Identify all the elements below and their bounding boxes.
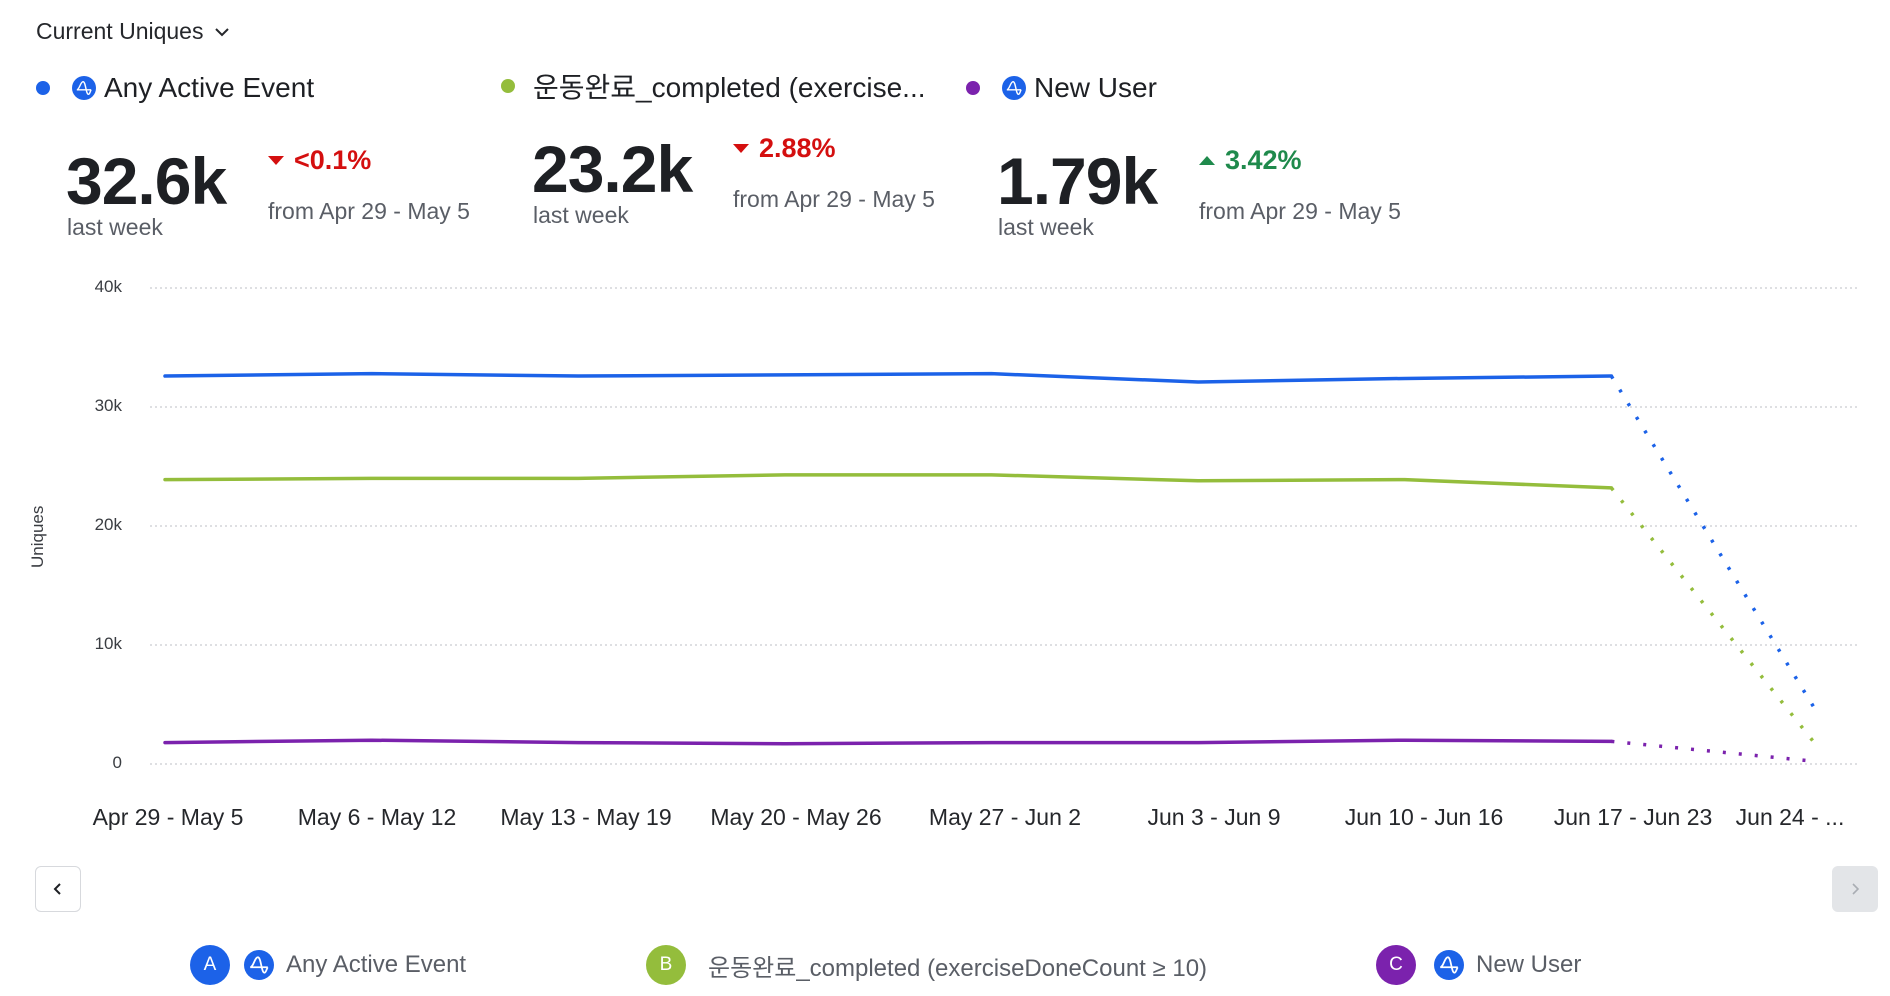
x-tick-label: Jun 3 - Jun 9 xyxy=(1147,804,1281,830)
amplitude-logo-icon xyxy=(72,76,96,100)
series-color-dot xyxy=(36,81,50,95)
series-letter-badge: B xyxy=(646,945,686,985)
delta-badge: <0.1% xyxy=(268,145,371,176)
series-value: 32.6k xyxy=(66,144,227,218)
data-point[interactable] xyxy=(366,368,378,380)
series-period: last week xyxy=(998,214,1094,240)
series-header-c: New User xyxy=(966,72,1157,104)
data-point[interactable] xyxy=(986,469,998,481)
chevron-down-icon xyxy=(215,27,230,36)
data-point[interactable] xyxy=(1192,475,1204,487)
data-point[interactable] xyxy=(1399,474,1411,486)
chevron-left-icon xyxy=(53,883,61,895)
legend-label: Any Active Event xyxy=(286,951,467,978)
data-point[interactable] xyxy=(1812,741,1824,753)
arrow-down-icon xyxy=(268,156,284,165)
chevron-right-icon xyxy=(1852,883,1860,895)
next-page-button[interactable] xyxy=(1832,866,1878,912)
data-point[interactable] xyxy=(159,474,171,486)
series-line-b[interactable] xyxy=(163,473,1614,490)
series-value: 1.79k xyxy=(997,144,1158,218)
series-value: 23.2k xyxy=(532,132,693,206)
compare-text: from Apr 29 - May 5 xyxy=(733,186,935,212)
legend-item-b[interactable]: B 운동완료_completed (exerciseDoneCount ≥ 10… xyxy=(646,945,1207,985)
x-tick-label: Jun 24 - ... xyxy=(1735,804,1845,830)
data-point[interactable] xyxy=(1399,372,1411,384)
data-point[interactable] xyxy=(572,370,584,382)
data-point[interactable] xyxy=(1605,735,1617,747)
previous-page-button[interactable] xyxy=(35,866,81,912)
series-letter-badge: C xyxy=(1376,945,1416,985)
delta-value: 2.88% xyxy=(759,133,836,163)
x-tick-label: Jun 17 - Jun 23 xyxy=(1553,804,1713,830)
y-axis-title: Uniques xyxy=(28,505,47,568)
x-tick-label: May 20 - May 26 xyxy=(710,804,882,830)
series-period: last week xyxy=(533,202,629,228)
x-tick-label: May 6 - May 12 xyxy=(297,804,457,830)
data-point[interactable] xyxy=(159,370,171,382)
delta-badge: 3.42% xyxy=(1199,145,1302,176)
y-tick-label: 40k xyxy=(94,277,122,296)
compare-text: from Apr 29 - May 5 xyxy=(268,198,470,224)
series-period: last week xyxy=(67,214,163,240)
delta-value: 3.42% xyxy=(1225,145,1302,175)
series-incomplete-segment-a xyxy=(1609,375,1820,715)
series-name: 운동완료_completed (exercise... xyxy=(533,72,926,103)
x-tick-label: Jun 10 - Jun 16 xyxy=(1344,804,1504,830)
data-point[interactable] xyxy=(1812,708,1824,720)
data-point[interactable] xyxy=(779,469,791,481)
series-line-c[interactable] xyxy=(163,738,1614,746)
y-tick-label: 0 xyxy=(112,753,122,772)
arrow-down-icon xyxy=(733,144,749,153)
series-incomplete-segment-b xyxy=(1610,486,1820,749)
series-color-dot xyxy=(501,79,515,93)
legend-item-c[interactable]: C New User xyxy=(1376,945,1581,985)
amplitude-logo-icon xyxy=(1434,950,1464,980)
x-tick-label: May 27 - Jun 2 xyxy=(928,804,1082,830)
metric-dropdown-label: Current Uniques xyxy=(36,18,204,44)
series-name: Any Active Event xyxy=(104,72,315,103)
metric-dropdown[interactable]: Current Uniques xyxy=(36,18,231,45)
series-header-b: 운동완료_completed (exercise... xyxy=(501,66,926,106)
data-point[interactable] xyxy=(779,738,791,750)
data-point[interactable] xyxy=(366,734,378,746)
data-point[interactable] xyxy=(159,737,171,749)
data-point[interactable] xyxy=(1399,734,1411,746)
line-chart xyxy=(150,287,1858,768)
legend-label: 운동완료_completed (exerciseDoneCount ≥ 10) xyxy=(708,954,1208,982)
data-point[interactable] xyxy=(572,472,584,484)
legend-label: New User xyxy=(1476,951,1582,978)
y-tick-label: 10k xyxy=(94,634,122,653)
data-point[interactable] xyxy=(986,737,998,749)
series-line-a[interactable] xyxy=(163,371,1614,384)
series-incomplete-segment-c xyxy=(1611,739,1819,764)
data-point[interactable] xyxy=(1605,370,1617,382)
compare-text: from Apr 29 - May 5 xyxy=(1199,198,1401,224)
amplitude-logo-icon xyxy=(1002,76,1026,100)
data-point[interactable] xyxy=(1192,737,1204,749)
amplitude-logo-icon xyxy=(244,950,274,980)
delta-value: <0.1% xyxy=(294,145,372,175)
data-point[interactable] xyxy=(1192,376,1204,388)
series-name: New User xyxy=(1034,72,1157,103)
series-letter-badge: A xyxy=(190,945,230,985)
series-header-a: Any Active Event xyxy=(36,72,314,104)
data-point[interactable] xyxy=(1605,482,1617,494)
y-tick-label: 30k xyxy=(94,396,122,415)
data-point[interactable] xyxy=(572,737,584,749)
y-tick-label: 20k xyxy=(94,515,122,534)
series-color-dot xyxy=(966,81,980,95)
x-tick-label: May 13 - May 19 xyxy=(500,804,672,830)
data-point[interactable] xyxy=(779,369,791,381)
delta-badge: 2.88% xyxy=(733,133,836,164)
data-point[interactable] xyxy=(1812,756,1824,768)
data-point[interactable] xyxy=(366,472,378,484)
legend-item-a[interactable]: A Any Active Event xyxy=(190,945,466,985)
data-point[interactable] xyxy=(986,368,998,380)
x-tick-label: Apr 29 - May 5 xyxy=(92,804,244,830)
arrow-up-icon xyxy=(1199,156,1215,165)
